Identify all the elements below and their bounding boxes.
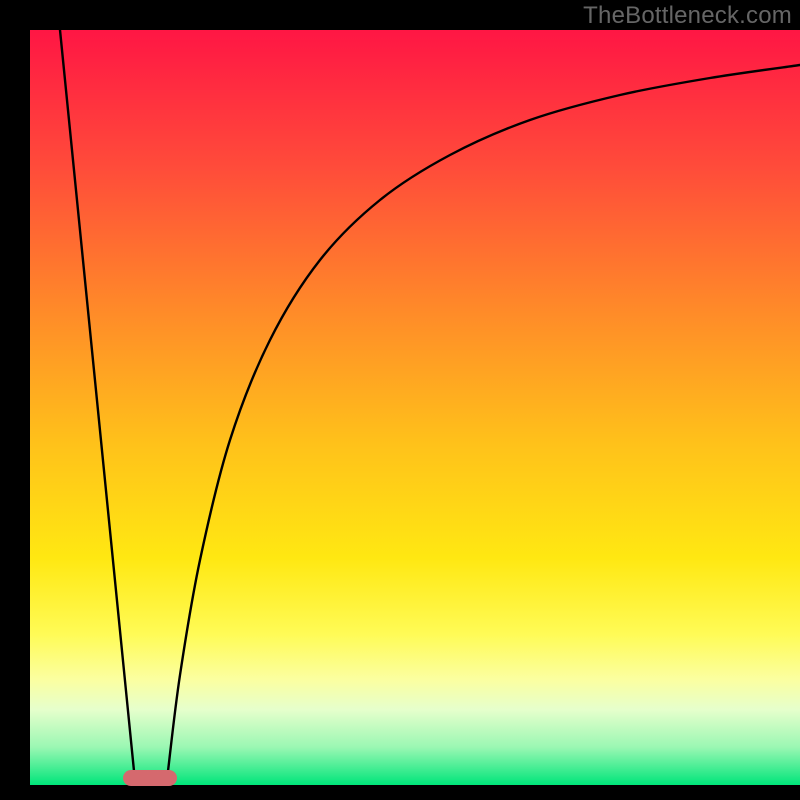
left-v-line — [60, 30, 134, 771]
curve-overlay — [0, 0, 800, 800]
image-root: TheBottleneck.com — [0, 0, 800, 800]
bottleneck-marker — [123, 770, 177, 786]
right-asymptote-curve — [168, 65, 800, 771]
watermark-text: TheBottleneck.com — [583, 2, 792, 30]
